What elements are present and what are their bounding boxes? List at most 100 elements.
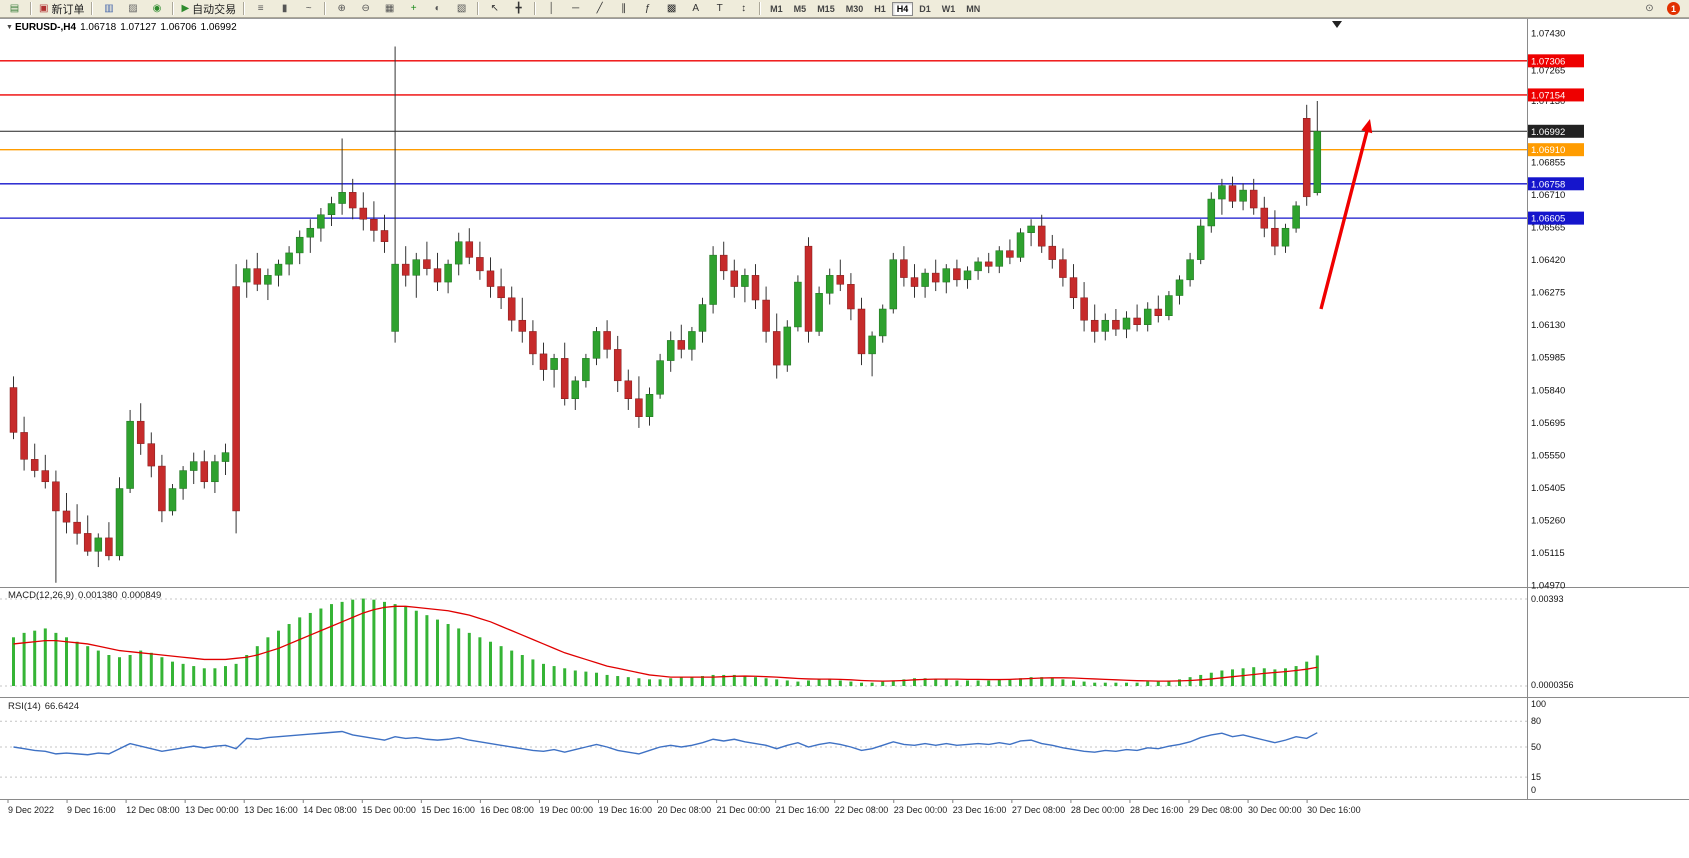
macd-histogram-bar [1125, 682, 1128, 686]
annotation-arrow[interactable] [1319, 130, 1369, 310]
fibonacci-button[interactable]: ƒ [636, 0, 659, 17]
candle-down [529, 331, 537, 355]
macd-histogram-bar [701, 676, 704, 686]
macd-main-value: 0.001380 [78, 590, 118, 601]
candle-up [688, 331, 696, 350]
autotrade-button-icon: ▶ [181, 2, 190, 14]
autotrade-button[interactable]: ▶ 自动交易 [178, 0, 239, 17]
candle-down [1228, 185, 1237, 202]
new-chart-button[interactable]: ▤ [3, 0, 26, 17]
toolbar-separator [30, 2, 32, 15]
candle-down [772, 331, 781, 366]
timeframe-m30-button[interactable]: M30 [845, 3, 864, 14]
profiles-button-icon: ▨ [128, 2, 138, 14]
macd-histogram-bar [690, 677, 694, 686]
toolbar-separator [243, 2, 246, 15]
candle-down [73, 521, 81, 534]
price-tick-label: 1.05840 [1531, 385, 1565, 396]
profiles-button[interactable]: ▨ [121, 0, 144, 17]
zoom-in-button[interactable]: ⊕ [330, 0, 353, 17]
channel-button[interactable]: ∥ [612, 0, 635, 17]
candlestick-button[interactable]: ▮ [273, 0, 296, 17]
macd-histogram-bar [96, 650, 100, 686]
bar-chart-button[interactable]: ≡ [249, 0, 272, 17]
trendline-button[interactable]: ╱ [588, 0, 611, 17]
refresh-button[interactable]: ◉ [145, 0, 168, 17]
horizontal-line-button[interactable]: ─ [564, 0, 587, 17]
candle-down [147, 443, 156, 467]
chevron-down-icon[interactable]: ▼ [6, 24, 13, 31]
macd-signal-line [13, 605, 1318, 682]
new-order-button[interactable]: ▣ 新订单 [36, 0, 87, 17]
candle-up [412, 259, 421, 276]
candle-down [953, 268, 961, 281]
timeframe-m1-button[interactable]: M1 [770, 3, 783, 14]
crosshair-button[interactable]: ╋ [507, 0, 530, 17]
candle-up [168, 488, 177, 512]
timeframe-w1-button[interactable]: W1 [941, 3, 956, 14]
macd-histogram-bar [457, 628, 461, 686]
candle-down [1080, 297, 1088, 321]
macd-histogram-bar [913, 678, 916, 686]
macd-histogram-bar [65, 637, 68, 686]
vertical-line-button[interactable]: │ [540, 0, 563, 17]
candle-up [179, 470, 187, 489]
candle-up [741, 275, 749, 287]
timeframe-h4-button[interactable]: H4 [891, 1, 914, 16]
timeframe-h1-button[interactable]: H1 [874, 3, 886, 14]
price-tick-label: 1.05550 [1531, 450, 1565, 461]
macd-histogram-bar [626, 677, 630, 686]
macd-histogram-bar [1188, 677, 1192, 686]
macd-histogram-bar [1167, 680, 1171, 686]
timeframe-d1-button[interactable]: D1 [919, 3, 931, 14]
price-tick-label: 1.05985 [1531, 353, 1565, 364]
indicators-button[interactable]: + [402, 0, 425, 17]
shapes-button-icon: ▩ [666, 2, 677, 14]
candle-up [995, 250, 1004, 267]
candle-down [560, 358, 569, 400]
candle-up [571, 380, 580, 400]
macd-histogram-bar [531, 659, 535, 686]
timeframe-m15-button[interactable]: M15 [817, 3, 835, 14]
periods-button[interactable]: ◐ [426, 0, 449, 17]
search-icon[interactable]: ⊙ [1638, 0, 1661, 17]
candle-up [1218, 185, 1226, 200]
rsi-value: 66.6424 [44, 701, 80, 712]
macd-histogram-bar [33, 630, 37, 686]
text-button[interactable]: A [684, 0, 707, 17]
candle-down [401, 263, 410, 276]
candle-up [1175, 279, 1184, 296]
price-level-badge [1528, 177, 1584, 191]
time-axis-label: 22 Dec 08:00 [835, 805, 889, 815]
templates-button[interactable]: ▧ [450, 0, 473, 17]
macd-histogram-bar [266, 637, 270, 686]
candle-up [1207, 198, 1216, 227]
time-axis-label: 9 Dec 2022 [8, 805, 54, 815]
chart-window-button[interactable]: ▥ [97, 0, 120, 17]
time-axis-label: 19 Dec 16:00 [599, 805, 653, 815]
annotation-arrow-head[interactable] [1361, 119, 1373, 134]
candle-down [1154, 308, 1163, 316]
macd-histogram-bar [12, 637, 15, 686]
macd-histogram-bar [1008, 679, 1012, 686]
candle-down [232, 286, 240, 512]
timeframe-m5-button[interactable]: M5 [793, 3, 807, 14]
shapes-button[interactable]: ▩ [660, 0, 683, 17]
timeframe-mn-button[interactable]: MN [966, 3, 981, 14]
label-button[interactable]: T [708, 0, 731, 17]
fibonacci-button-icon: ƒ [644, 2, 651, 14]
macd-histogram-bar [860, 682, 863, 686]
candle-up [338, 192, 346, 204]
candle-up [963, 270, 972, 281]
macd-histogram-bar [446, 624, 450, 686]
tile-windows-button[interactable]: ▦ [378, 0, 401, 17]
chart-shift-marker[interactable] [1332, 21, 1342, 28]
line-chart-button[interactable]: ~ [297, 0, 320, 17]
cursor-button[interactable]: ↖ [483, 0, 506, 17]
zoom-out-button[interactable]: ⊖ [354, 0, 377, 17]
candle-up [878, 308, 887, 337]
notification-badge[interactable]: 1 [1667, 2, 1680, 15]
refresh-button-icon: ◉ [152, 2, 162, 14]
arrows-button[interactable]: ↕ [732, 0, 755, 17]
